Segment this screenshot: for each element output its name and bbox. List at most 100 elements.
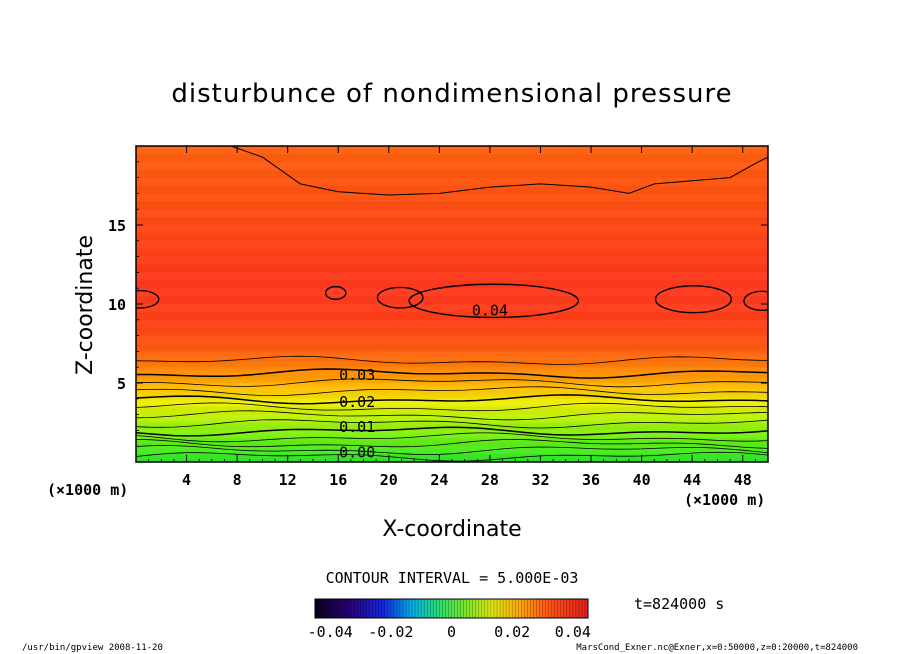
colorbar-cell xyxy=(497,599,501,618)
contour-loop xyxy=(324,285,347,300)
y-tick-label: 5 xyxy=(117,375,126,393)
colorbar-cell xyxy=(333,599,337,618)
colorbar-cell xyxy=(548,599,552,618)
colorbar-cell xyxy=(327,599,331,618)
contour-band xyxy=(136,399,768,407)
colorbar-cell xyxy=(560,599,565,618)
x-axis-label: X-coordinate xyxy=(382,517,521,542)
contour-band xyxy=(136,233,768,241)
footer-left: /usr/bin/gpview 2008-11-20 xyxy=(22,643,163,653)
contour-line xyxy=(136,438,768,449)
x-tick-label: 44 xyxy=(683,471,701,489)
colorbar-cell xyxy=(493,599,498,618)
x-tick-label: 32 xyxy=(531,471,549,489)
contour-band xyxy=(136,288,768,296)
contour-line xyxy=(136,394,768,405)
colorbar-cell xyxy=(512,599,516,618)
colorbar-cell xyxy=(409,599,413,618)
colorbar-cell xyxy=(542,599,546,618)
colorbar-cell xyxy=(578,599,583,618)
contour-band xyxy=(136,423,768,431)
colorbar-cell xyxy=(515,599,519,618)
colorbar-cell xyxy=(399,599,404,618)
colorbar-cell xyxy=(372,599,376,618)
colorbar-cell xyxy=(439,599,443,618)
colorbar-cell xyxy=(418,599,422,618)
colorbar-cell xyxy=(424,599,428,618)
colorbar-cell xyxy=(415,599,419,618)
colorbar xyxy=(314,599,589,618)
colorbar-cell xyxy=(527,599,531,618)
colorbar-cell xyxy=(433,599,437,618)
contour-band xyxy=(136,344,768,352)
colorbar-cell xyxy=(342,599,346,618)
contour-labels: 0.04 0.03 0.02 0.01 0.00 xyxy=(339,301,508,461)
colorbar-cell xyxy=(575,599,580,618)
contour-bands xyxy=(136,146,768,462)
contour-band xyxy=(136,162,768,170)
contour-band xyxy=(136,415,768,423)
x-tick-label: 36 xyxy=(582,471,600,489)
colorbar-cell xyxy=(478,599,483,618)
x-tick-label: 48 xyxy=(734,471,752,489)
colorbar-cell xyxy=(506,599,510,618)
colorbar-cell xyxy=(330,599,334,618)
colorbar-cell xyxy=(463,599,467,618)
contour-band xyxy=(136,257,768,265)
contour-label: 0.04 xyxy=(472,301,508,319)
contour-line xyxy=(136,432,768,443)
colorbar-cell xyxy=(533,599,537,618)
colorbar-cell xyxy=(524,599,528,618)
contour-line xyxy=(136,378,768,388)
colorbar-cell xyxy=(406,599,410,618)
colorbar-cell xyxy=(490,599,495,618)
contour-loop xyxy=(136,289,160,309)
colorbar-cell xyxy=(581,599,586,618)
colorbar-cell xyxy=(551,599,555,618)
y-tick-label: 10 xyxy=(108,296,126,314)
colorbar-cell xyxy=(396,599,401,618)
contour-band xyxy=(136,351,768,359)
colorbar-cell xyxy=(318,599,322,618)
colorbar-tick-label: 0 xyxy=(447,623,456,641)
colorbar-cell xyxy=(375,599,379,618)
contour-band xyxy=(136,154,768,162)
colorbar-cell xyxy=(436,599,440,618)
colorbar-cell xyxy=(563,599,568,618)
colorbar-cell xyxy=(521,599,525,618)
contour-loop xyxy=(743,290,768,312)
colorbar-tick-label: -0.04 xyxy=(308,623,353,641)
contour-band xyxy=(136,209,768,217)
colorbar-cell xyxy=(487,599,492,618)
colorbar-cell xyxy=(539,599,543,618)
x-tick-label: 20 xyxy=(380,471,398,489)
contour-band xyxy=(136,296,768,304)
contour-lines xyxy=(136,146,768,462)
contour-loop xyxy=(376,286,424,309)
colorbar-cell xyxy=(475,599,480,618)
colorbar-cell xyxy=(530,599,534,618)
colorbar-cell xyxy=(360,599,364,618)
contour-band xyxy=(136,265,768,273)
colorbar-cell xyxy=(569,599,574,618)
contour-band xyxy=(136,407,768,415)
colorbar-tick-label: 0.04 xyxy=(555,623,591,641)
y-axis: 5 10 15 xyxy=(108,161,768,447)
colorbar-cell xyxy=(384,599,389,618)
x-tick-label: 12 xyxy=(279,471,297,489)
colorbar-cell xyxy=(354,599,358,618)
x-unit-right: (×1000 m) xyxy=(684,491,765,509)
colorbar-cell xyxy=(387,599,392,618)
colorbar-cell xyxy=(457,599,461,618)
contour-band xyxy=(136,249,768,257)
colorbar-cell xyxy=(357,599,361,618)
colorbar-cell xyxy=(348,599,352,618)
colorbar-cell xyxy=(421,599,425,618)
contour-band xyxy=(136,328,768,336)
colorbar-cell xyxy=(454,599,458,618)
colorbar-cell xyxy=(381,599,386,618)
colorbar-labels: -0.04 -0.02 0 0.02 0.04 xyxy=(308,623,591,641)
colorbar-cell xyxy=(339,599,343,618)
colorbar-tick-label: -0.02 xyxy=(368,623,413,641)
pressure-field xyxy=(136,146,768,462)
